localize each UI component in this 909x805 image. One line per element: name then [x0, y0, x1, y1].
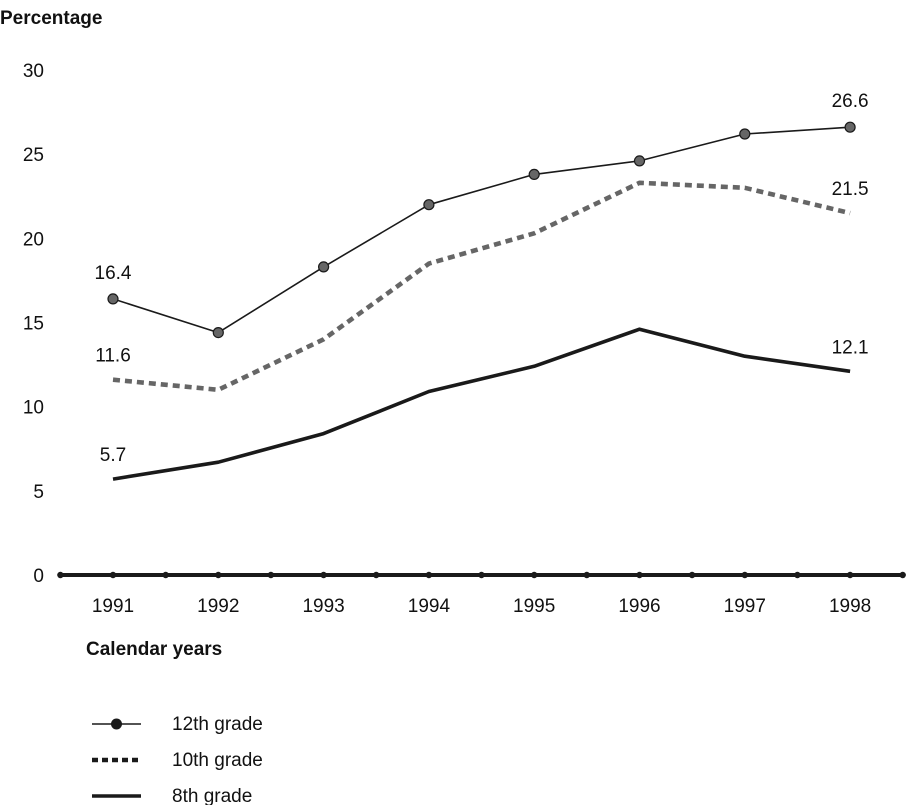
data-point: [107, 293, 119, 305]
x-axis-tick-mark: [57, 571, 64, 579]
x-axis-tick-mark: [794, 571, 801, 579]
y-tick-label: 30: [23, 61, 44, 82]
data-label: 5.7: [100, 445, 126, 466]
y-tick-label: 0: [33, 566, 44, 587]
x-axis-tick-mark: [320, 571, 327, 579]
legend-item: 10th grade: [92, 750, 263, 771]
data-point: [318, 261, 330, 273]
x-tick-label: 1996: [618, 596, 660, 617]
x-tick-label: 1992: [197, 596, 239, 617]
series-line: [112, 180, 851, 393]
y-axis-title: Percentage: [0, 8, 102, 29]
data-label: 26.6: [832, 91, 869, 112]
data-label: 16.4: [95, 263, 132, 284]
x-tick-label: 1995: [513, 596, 555, 617]
y-tick-label: 10: [23, 398, 44, 419]
y-axis-ticks: 0 5 10 15 20 25 30: [23, 61, 44, 587]
x-axis-tick-mark: [215, 571, 222, 579]
x-axis: [57, 571, 906, 579]
x-axis-tick-mark: [373, 571, 380, 579]
data-point: [739, 128, 751, 140]
y-tick-label: 25: [23, 145, 44, 166]
x-tick-label: 1998: [829, 596, 871, 617]
data-label: 21.5: [832, 179, 869, 200]
y-tick-label: 5: [33, 482, 44, 503]
series-2: 5.7 12.1: [100, 327, 869, 481]
x-tick-label: 1993: [302, 596, 344, 617]
x-axis-tick-mark: [688, 571, 696, 579]
x-axis-tick-mark: [899, 571, 906, 579]
data-point: [844, 121, 856, 133]
x-axis-title: Calendar years: [86, 639, 222, 660]
data-label: 12.1: [832, 337, 869, 358]
data-point: [633, 155, 646, 167]
data-point: [423, 199, 435, 211]
legend-label: 12th grade: [172, 714, 263, 735]
x-tick-label: 1991: [92, 596, 134, 617]
series-1: 11.6 21.5: [95, 179, 869, 393]
plot-series: 16.4 26.6 11.6 21.5 5.7 12.1: [95, 91, 869, 481]
x-axis-tick-mark: [162, 571, 169, 579]
legend-item: 8th grade: [92, 786, 252, 805]
x-axis-tick-mark: [846, 571, 854, 579]
x-axis-tick-mark: [109, 571, 117, 579]
series-0: 16.4 26.6: [95, 91, 869, 339]
x-axis-tick-mark: [425, 571, 433, 579]
legend: 12th grade 10th grade 8th grade: [92, 714, 263, 805]
data-point: [528, 168, 540, 180]
x-axis-tick-mark: [741, 571, 748, 579]
legend-item: 12th grade: [92, 714, 263, 735]
y-tick-label: 15: [23, 314, 44, 335]
x-tick-label: 1997: [724, 596, 766, 617]
x-axis-tick-mark: [531, 571, 538, 579]
x-tick-label: 1994: [408, 596, 451, 617]
x-axis-tick-mark: [636, 571, 643, 579]
legend-label: 8th grade: [172, 786, 252, 805]
y-tick-label: 20: [23, 229, 44, 250]
series-line: [112, 327, 851, 481]
x-axis-ticks: 1991 1992 1993 1994 1995 1996 1997 1998: [92, 596, 871, 617]
x-axis-tick-mark: [583, 571, 590, 579]
x-axis-tick-mark: [267, 571, 275, 579]
x-axis-tick-mark: [478, 571, 485, 579]
data-label: 11.6: [95, 346, 131, 367]
data-point: [212, 327, 224, 339]
legend-label: 10th grade: [172, 750, 263, 771]
series-line: [112, 126, 851, 334]
legend-marker: [111, 718, 122, 730]
